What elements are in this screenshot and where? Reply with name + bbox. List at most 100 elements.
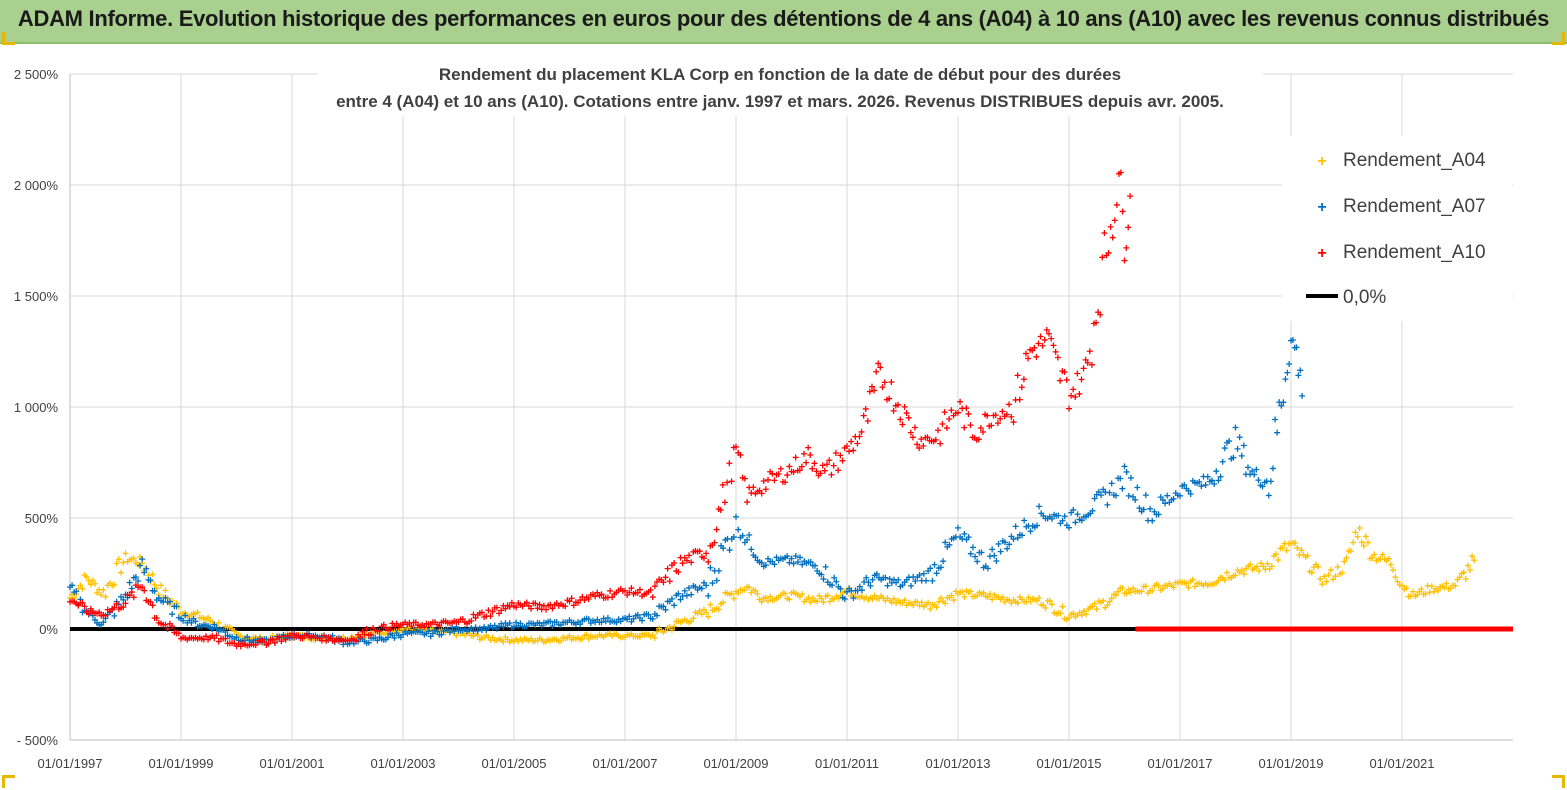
legend-marker-a07: +: [1317, 199, 1326, 216]
series-a04-point: [1460, 569, 1467, 576]
series-a10-point: [237, 643, 244, 650]
series-a07-point: [940, 558, 947, 565]
series-a04-point: [1354, 533, 1361, 540]
series-a07-point: [850, 595, 857, 602]
series-a07-point: [811, 562, 818, 569]
series-a10-point: [737, 451, 744, 458]
series-a07-point: [1036, 503, 1043, 510]
series-a04-point: [79, 585, 86, 592]
series-a10-point: [760, 478, 767, 485]
series-a04-point: [1466, 566, 1473, 573]
series-a04-point: [752, 587, 759, 594]
series-a10-point: [1031, 344, 1038, 351]
legend-marker-a10: +: [1317, 245, 1326, 262]
series-a10-point: [909, 434, 916, 441]
series-a04-point: [1215, 577, 1222, 584]
series-a10-point: [728, 478, 735, 485]
series-a10-point: [323, 637, 330, 644]
series-a10-point: [860, 412, 867, 419]
series-a07-point: [752, 554, 759, 561]
series-a10-point: [924, 434, 931, 441]
series-a10-point: [1039, 342, 1046, 349]
series-a07-point: [1123, 468, 1130, 475]
series-a07-point: [1170, 495, 1177, 502]
series-a07-point: [961, 530, 968, 537]
series-a10-point: [169, 623, 176, 630]
series-a07-point: [865, 579, 872, 586]
series-a07-point: [425, 628, 432, 635]
series-a07-point: [820, 576, 827, 583]
series-a04-point: [1138, 588, 1145, 595]
series-a04-point: [1025, 594, 1032, 601]
series-a04-point: [1428, 583, 1435, 590]
series-a10-point: [1035, 340, 1042, 347]
series-a07-point: [1098, 492, 1105, 499]
series-a10-point: [992, 412, 999, 419]
series-a10-point: [997, 415, 1004, 422]
series-a07-point: [1293, 344, 1300, 351]
series-a04-point: [671, 623, 678, 630]
series-a04-point: [1308, 569, 1315, 576]
x-tick-label: 01/01/1997: [37, 756, 102, 771]
series-a10-point: [881, 379, 888, 386]
series-a07-point: [1278, 402, 1285, 409]
series-a07-point: [991, 552, 998, 559]
series-a10-point: [805, 444, 812, 451]
series-a10-point: [489, 608, 496, 615]
series-a10-point: [713, 526, 720, 533]
series-a10-point: [798, 463, 805, 470]
series-a07-point: [654, 612, 661, 619]
series-a07-point: [993, 558, 1000, 565]
series-a07-point: [1004, 545, 1011, 552]
series-a04-point: [974, 592, 981, 599]
series-a07-point: [630, 615, 637, 622]
chart-title: Rendement du placement KLA Corp en fonct…: [318, 54, 1263, 116]
x-tick-label: 01/01/2005: [481, 756, 546, 771]
series-a10-point: [769, 470, 776, 477]
series-a04-point: [120, 559, 127, 566]
legend-label-a07: Rendement_A07: [1343, 196, 1486, 217]
series-a07-point: [472, 624, 479, 631]
series-a10-point: [846, 448, 853, 455]
series-a07-point: [1136, 505, 1143, 512]
series-a04-point: [557, 637, 564, 644]
series-a04-point: [1042, 604, 1049, 611]
series-a04-point: [1066, 615, 1072, 622]
series-a10-point: [750, 484, 757, 491]
series-a07-point: [1274, 429, 1281, 436]
series-a04-point: [1070, 610, 1077, 617]
series-a04-point: [933, 604, 940, 611]
series-a10-point: [1111, 217, 1118, 224]
series-a07-point: [491, 622, 498, 629]
series-a04-point: [1130, 585, 1137, 592]
series-a10-point: [864, 418, 871, 425]
series-a10-point: [592, 593, 599, 600]
x-tick-label: 01/01/2007: [592, 756, 657, 771]
series-a04-point: [1106, 598, 1113, 605]
series-a04-point: [636, 634, 643, 641]
series-a04-point: [758, 598, 765, 605]
chart-title-line-1: Rendement du placement KLA Corp en fonct…: [439, 65, 1121, 84]
series-a07-point: [748, 546, 755, 553]
series-a07-point: [829, 582, 836, 589]
legend-background: [1282, 136, 1512, 321]
series-a07-point: [69, 582, 76, 589]
series-a04-point: [715, 606, 722, 613]
series-a04-point: [1048, 601, 1055, 608]
series-a07-point: [1255, 477, 1262, 484]
series-a04-point: [500, 638, 507, 645]
series-a07-point: [916, 572, 923, 579]
series-a07-point: [500, 623, 507, 630]
series-a10-point: [777, 465, 784, 472]
series-a07-point: [794, 559, 801, 566]
series-a07-point: [715, 567, 722, 574]
series-a07-point: [1001, 539, 1008, 546]
series-a07-point: [1059, 517, 1066, 524]
corner-mark-top-right: [1552, 32, 1565, 45]
series-a07-point: [908, 582, 915, 589]
series-a07-point: [222, 628, 229, 635]
series-a07-point: [639, 617, 646, 624]
y-tick-label: 1 000%: [14, 400, 59, 415]
series-a07-point: [180, 617, 187, 624]
series-a10-point: [493, 604, 500, 611]
